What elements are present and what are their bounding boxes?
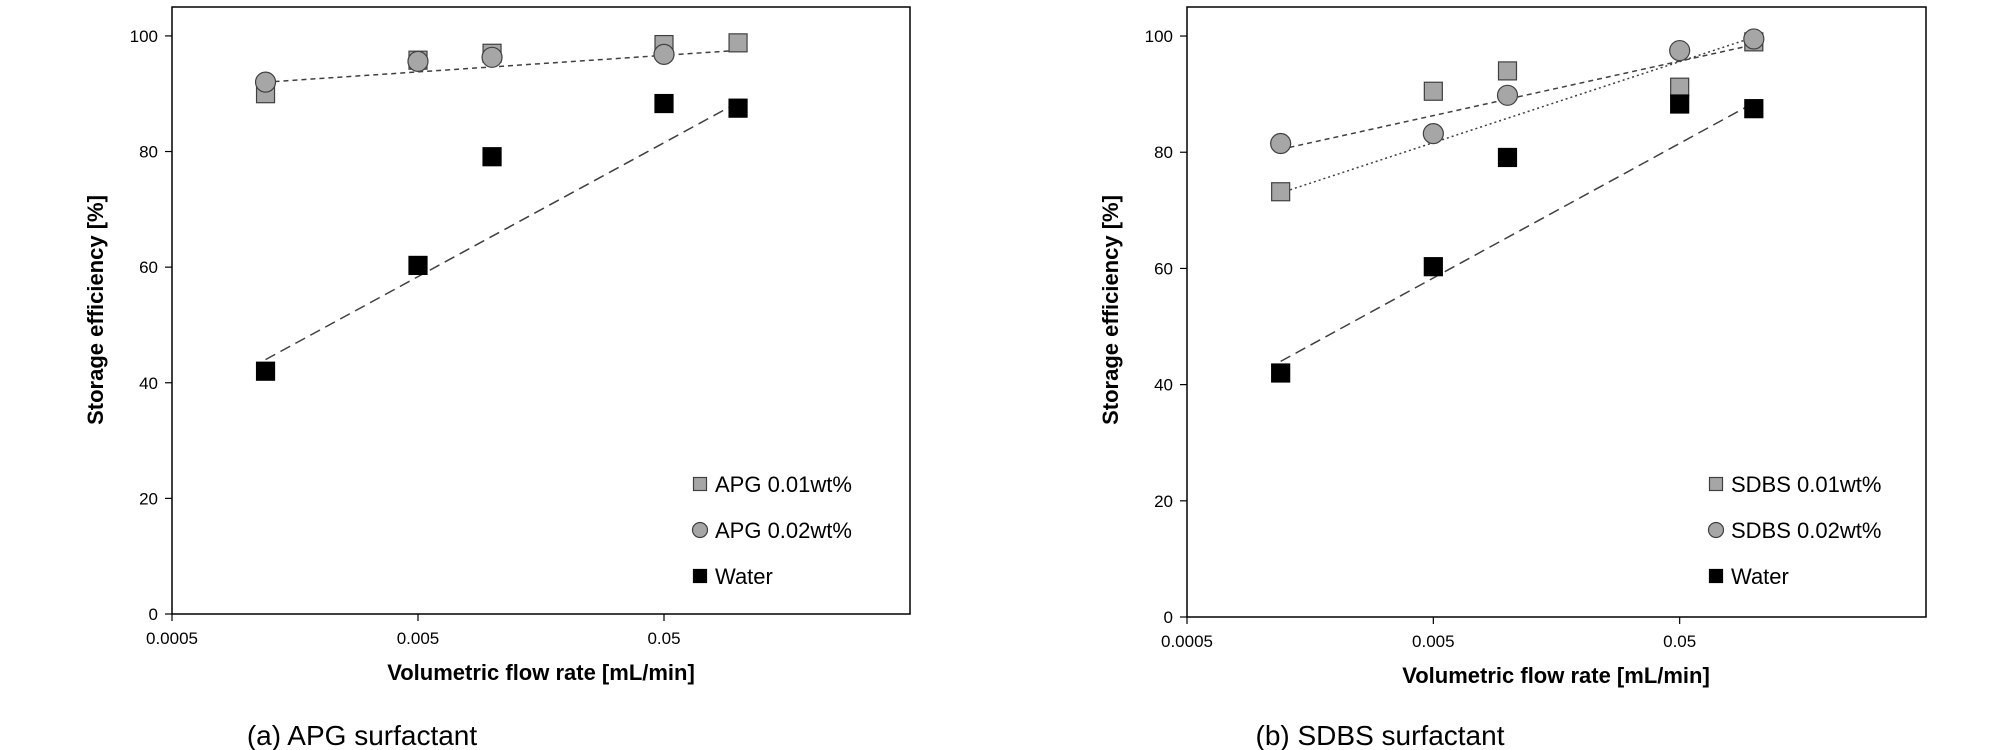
trend-line [265,101,739,361]
data-point [255,361,276,381]
legend-label: Water [1731,564,1789,589]
y-tick-label: 80 [139,143,158,162]
data-point [1670,94,1690,114]
chart-panel-apg: 0 20 40 60 80 100 0.0005 0.005 0.05 APG 0.01wt% AP… [83,6,911,750]
data-point [1271,363,1291,383]
plot-area-frame [171,6,911,615]
panel-caption: (b) SDBS surfactant [1256,720,1505,750]
data-point [1497,61,1518,81]
data-point [254,71,277,93]
legend-marker [692,568,708,584]
data-point [482,147,502,167]
data-point [408,255,428,276]
data-point [1496,84,1519,106]
legend-marker [691,521,709,539]
data-point [1423,257,1443,277]
x-tick-label: 0.005 [1412,632,1455,651]
legend-label: SDBS 0.01wt% [1731,472,1881,497]
data-point [1422,123,1444,145]
trend-line [1280,102,1755,363]
chart-marks: 0 20 40 60 80 100 0.0005 0.005 0.05 SDBS 0.01wt% S… [1145,27,1882,651]
y-tick-label: 80 [1154,143,1173,162]
legend-label: APG 0.01wt% [715,472,852,497]
data-point [1669,39,1691,62]
chart-marks: 0 20 40 60 80 100 0.0005 0.005 0.05 APG 0.01wt% AP… [130,27,852,648]
legend-label: APG 0.02wt% [715,518,852,543]
x-tick-label: 0.05 [647,629,680,648]
trend-line [265,49,739,83]
data-point [407,50,429,72]
x-axis-title: Volumetric flow rate [mL/min] [1402,663,1710,688]
panel-caption: (a) APG surfactant [247,720,478,750]
x-axis-title: Volumetric flow rate [mL/min] [387,660,695,685]
data-point [481,46,503,68]
x-tick-label: 0.0005 [146,629,198,648]
x-tick-label: 0.05 [1663,632,1696,651]
data-point [1670,77,1690,97]
data-point [1743,28,1765,50]
data-point [654,93,674,114]
legend-marker [692,476,708,492]
legend-marker [1708,476,1724,492]
trend-line [1280,36,1755,194]
data-point [1744,99,1764,119]
data-point [1270,132,1292,155]
data-point [1497,147,1518,168]
y-axis-title: Storage efficiency [%] [83,195,108,425]
data-point [728,33,748,53]
y-axis-title: Storage efficiency [%] [1098,195,1123,425]
data-point [1271,182,1291,202]
legend-label: SDBS 0.02wt% [1731,518,1881,543]
legend-marker [1708,568,1724,584]
y-tick-label: 0 [149,605,158,624]
plot-area-frame [1186,6,1927,618]
y-tick-label: 0 [1164,608,1173,627]
y-tick-label: 20 [1154,492,1173,511]
x-tick-label: 0.005 [397,629,440,648]
y-tick-label: 40 [1154,376,1173,395]
chart-panel-sdbs: 0 20 40 60 80 100 0.0005 0.005 0.05 SDBS 0.01wt% S… [1098,6,1927,750]
y-tick-label: 60 [139,258,158,277]
y-tick-label: 100 [130,27,158,46]
data-point [653,43,675,66]
legend-label: Water [715,564,773,589]
y-tick-label: 20 [139,489,158,508]
data-point [728,98,748,118]
y-tick-label: 60 [1154,259,1173,278]
legend-marker [1707,521,1725,539]
x-tick-label: 0.0005 [1161,632,1213,651]
y-tick-label: 100 [1145,27,1173,46]
y-tick-label: 40 [139,374,158,393]
data-point [1423,81,1443,101]
